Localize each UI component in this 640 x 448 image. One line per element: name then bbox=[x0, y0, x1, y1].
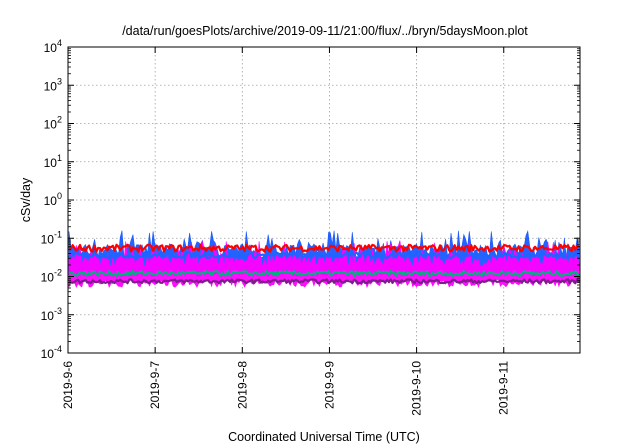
y-tick-label: 10-3 bbox=[41, 306, 62, 323]
y-tick-label: 10-1 bbox=[41, 229, 62, 246]
series-line bbox=[68, 270, 580, 277]
x-tick-label: 2019-9-7 bbox=[148, 361, 162, 409]
chart-title: /data/run/goesPlots/archive/2019-09-11/2… bbox=[122, 24, 528, 38]
y-axis: 10-4 10-3 10-2 10-1 100 101 102 103 104 bbox=[41, 38, 580, 361]
y-tick-label: 10-4 bbox=[41, 344, 62, 361]
grid-layer bbox=[68, 47, 580, 353]
y-tick-label: 103 bbox=[44, 76, 62, 93]
y-tick-label: 104 bbox=[44, 38, 62, 55]
y-tick-label: 100 bbox=[44, 191, 62, 208]
series-line bbox=[68, 243, 580, 253]
series-layer bbox=[68, 229, 580, 289]
x-tick-label: 2019-9-6 bbox=[61, 361, 75, 409]
x-axis-label: Coordinated Universal Time (UTC) bbox=[228, 430, 420, 444]
series-line bbox=[68, 251, 580, 260]
x-axis: 2019-9-6 2019-9-7 2019-9-8 2019-9-9 2019-9-1… bbox=[61, 47, 511, 416]
series-line bbox=[68, 278, 580, 285]
x-tick-label: 2019-9-10 bbox=[410, 361, 424, 416]
y-axis-label: cSv/day bbox=[19, 177, 33, 222]
y-tick-label: 101 bbox=[44, 153, 62, 170]
x-tick-label: 2019-9-8 bbox=[235, 361, 249, 409]
x-tick-label: 2019-9-11 bbox=[497, 361, 511, 415]
x-tick-label: 2019-9-9 bbox=[322, 361, 336, 409]
y-tick-label: 10-2 bbox=[41, 268, 62, 285]
y-tick-label: 102 bbox=[44, 115, 62, 132]
